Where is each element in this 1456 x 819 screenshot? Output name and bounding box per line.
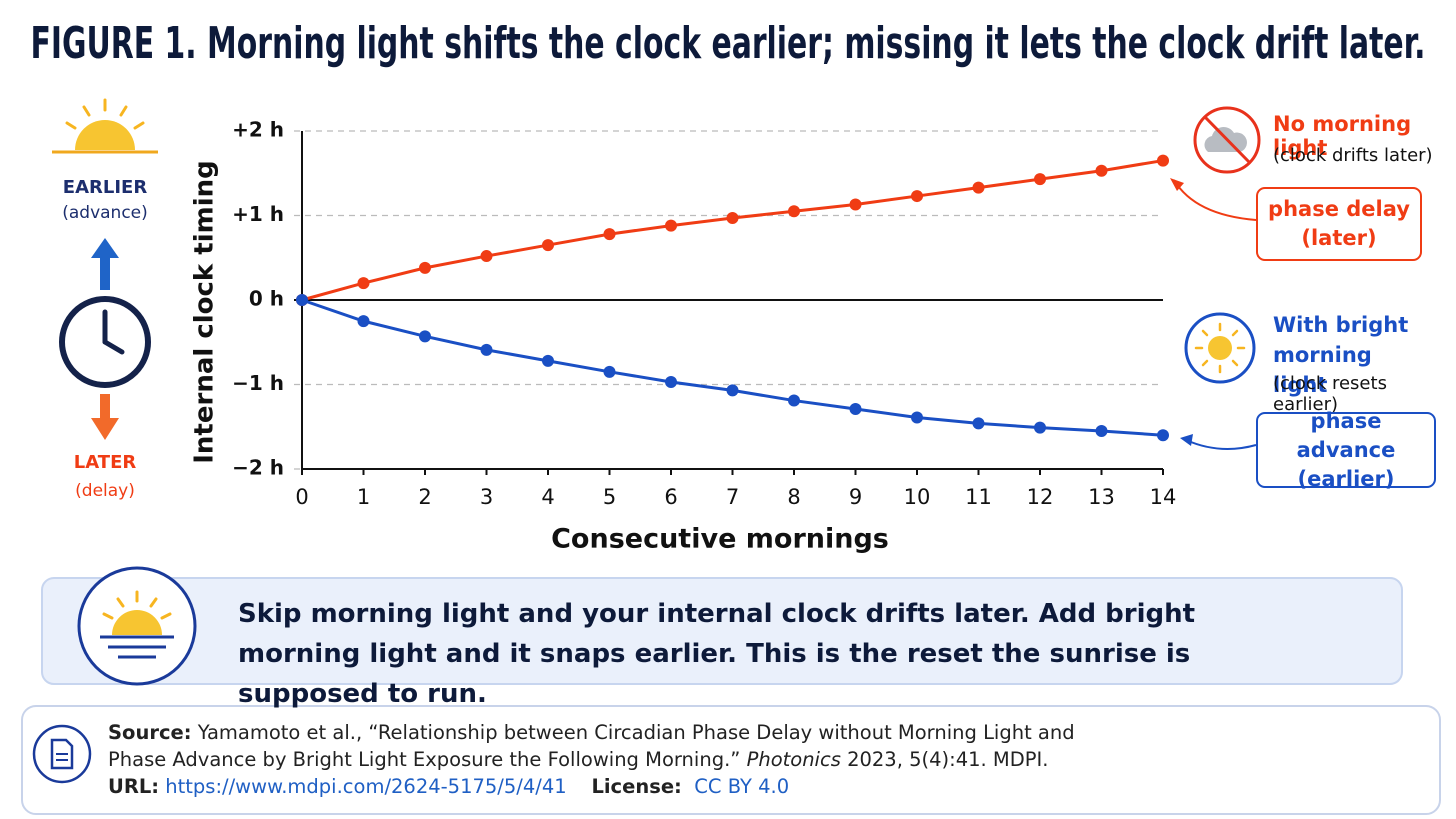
data-point [357, 277, 370, 290]
sun-icon [1184, 312, 1256, 384]
data-point [419, 330, 431, 343]
citation: Yamamoto et al., “Relationship between C… [108, 721, 1075, 771]
legend-note: (clock drifts later) [1273, 145, 1433, 166]
x-tick-label: 2 [418, 485, 431, 509]
callout-box [41, 577, 1403, 685]
data-point [1095, 424, 1108, 437]
chart-title: FIGURE 1. Morning light shifts the clock… [31, 18, 1426, 69]
url-label: URL: [108, 775, 160, 798]
x-tick-label: 0 [295, 485, 308, 509]
callout-text: Skip morning light and your internal clo… [238, 599, 1196, 709]
legend-entry: No morning light [1273, 112, 1412, 160]
x-tick-label: 12 [1027, 485, 1054, 509]
tag-box: phase delay (later) [1256, 187, 1422, 261]
data-point [542, 354, 554, 367]
legend-note: (clock resets earlier) [1273, 373, 1387, 415]
license-label: License: [591, 775, 682, 798]
plot-area: +2 h+1 h0 h−1 h−2 h0 1 2 3 4 5 6 7 8 9 10 11 12 13 14 [232, 118, 1176, 510]
y-tick-label: 0 h [249, 287, 284, 311]
data-point [1157, 154, 1169, 167]
advance-arrowhead [1180, 434, 1193, 446]
data-point [972, 417, 985, 430]
tag-box: phase advance (earlier) [1256, 409, 1436, 491]
y-tick-label: +2 h [232, 118, 284, 142]
tag: phase advance [1296, 408, 1396, 462]
data-point [849, 403, 862, 416]
source-label: Source: [108, 721, 192, 744]
data-point [665, 219, 677, 232]
tag: phase delay [1268, 197, 1410, 221]
later-label: LATER [74, 452, 137, 473]
y-tick-label: −2 h [232, 456, 284, 480]
x-tick-label: 14 [1150, 485, 1177, 509]
clock-icon [59, 296, 151, 388]
legend-entry: With bright morning light [1273, 313, 1409, 397]
url-link[interactable]: https://www.mdpi.com/2624-5175/5/4/41 [165, 775, 567, 798]
license-link[interactable]: CC BY 4.0 [694, 775, 790, 798]
earlier-sub: (advance) [62, 203, 148, 223]
x-tick-label: 4 [541, 485, 554, 509]
data-point [1095, 164, 1108, 177]
data-point [911, 190, 923, 203]
x-tick-label: 8 [787, 485, 800, 509]
document-icon [32, 724, 92, 784]
tag-sub: (later) [1301, 226, 1377, 250]
citation-end: 2023, 5(4):41. MDPI. [840, 748, 1049, 771]
data-point [911, 411, 923, 424]
y-tick-label: −1 h [232, 371, 284, 395]
x-axis-label: Consecutive mornings [551, 524, 889, 555]
data-point [788, 394, 800, 407]
up-arrow [91, 238, 119, 290]
x-tick-label: 13 [1088, 485, 1115, 509]
y-axis-label: Internal clock timing [190, 160, 220, 464]
source-box [21, 705, 1441, 815]
data-point [357, 315, 370, 328]
data-point [542, 239, 554, 252]
tag-sub: (earlier) [1297, 466, 1395, 491]
x-tick-label: 5 [603, 485, 616, 509]
data-point [972, 181, 985, 194]
data-point [665, 375, 677, 388]
data-point [788, 205, 800, 218]
series-line [301, 159, 1164, 302]
down-arrow [91, 394, 119, 440]
x-tick-label: 9 [849, 485, 862, 509]
delay-arrowhead [1170, 178, 1184, 191]
data-point [296, 294, 308, 306]
delay-arrow [1173, 179, 1257, 221]
source-text: Source: Yamamoto et al., “Relationship b… [108, 719, 1138, 800]
data-point [419, 261, 431, 274]
data-point [1034, 173, 1046, 186]
sunrise-icon [52, 98, 158, 154]
x-tick-label: 3 [480, 485, 493, 509]
x-tick-label: 7 [726, 485, 739, 509]
x-tick-label: 10 [904, 485, 931, 509]
data-point [603, 228, 616, 241]
no-sun-icon [1193, 106, 1261, 174]
later-sub: (delay) [75, 481, 135, 501]
callout-icon [77, 566, 197, 686]
earlier-label: EARLIER [63, 177, 148, 198]
x-tick-label: 1 [357, 485, 370, 509]
data-point [726, 212, 739, 225]
x-tick-label: 6 [664, 485, 677, 509]
data-point [1157, 429, 1169, 442]
data-point [1034, 421, 1046, 434]
x-tick-label: 11 [965, 485, 992, 509]
series-line [301, 298, 1164, 437]
data-point [726, 384, 739, 397]
journal: Photonics [746, 748, 841, 771]
advance-arrow [1185, 439, 1257, 450]
data-point [480, 343, 493, 356]
y-tick-label: +1 h [232, 202, 284, 226]
data-point [480, 250, 493, 263]
data-point [603, 365, 616, 378]
data-point [849, 198, 862, 211]
